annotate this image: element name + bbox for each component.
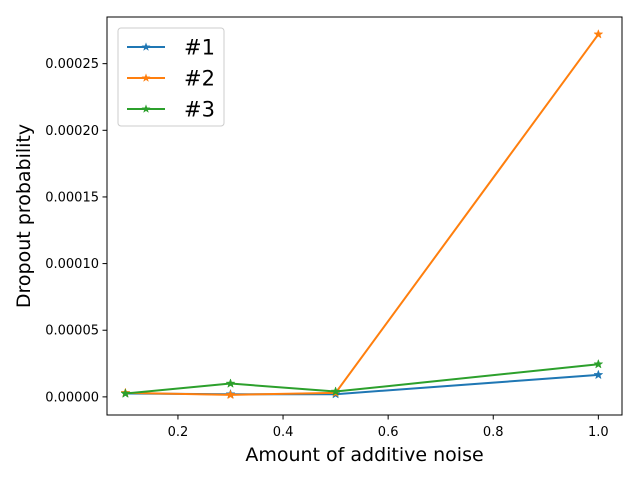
y-axis-title: Dropout probability	[13, 124, 35, 308]
data-point	[225, 389, 236, 400]
legend-marker	[141, 73, 151, 82]
x-tick-label: 0.2	[168, 425, 189, 440]
y-tick-label: 0.00000	[45, 390, 99, 405]
series-layer	[120, 28, 604, 400]
data-point	[120, 388, 131, 398]
x-tick-label: 0.8	[483, 425, 504, 440]
legend-label: #2	[184, 67, 215, 91]
legend: #1 #2 #3	[117, 27, 225, 127]
x-axis-title: Amount of additive noise	[245, 444, 483, 466]
legend-marker	[141, 104, 151, 113]
x-tick-label: 0.4	[273, 425, 294, 440]
y-tick-label: 0.00010	[45, 257, 99, 272]
y-tick-label: 0.00020	[45, 124, 99, 139]
series-line	[125, 33, 600, 396]
data-point	[593, 369, 604, 380]
legend-marker	[141, 42, 151, 51]
legend-entry: #2	[127, 67, 215, 91]
legend-label: #3	[184, 98, 215, 122]
y-tick-label: 0.00025	[45, 57, 99, 72]
series-line	[125, 363, 599, 395]
plot-frame	[106, 16, 623, 416]
y-tick-label: 0.00015	[45, 190, 99, 205]
legend-box	[117, 27, 225, 127]
series-3	[120, 358, 604, 398]
x-tick-label: 0.6	[378, 425, 399, 440]
data-point	[225, 378, 236, 388]
x-tick-label: 1.0	[588, 425, 609, 440]
y-axis: 0.00000 0.00005 0.00010 0.00015 0.00020 0.000…	[45, 57, 107, 405]
y-tick-label: 0.00005	[45, 324, 99, 339]
legend-label: #1	[184, 36, 215, 60]
legend-entry: #3	[127, 98, 215, 122]
data-point	[593, 358, 604, 369]
x-axis: 0.2 0.4 0.6 0.8 1.0	[168, 415, 609, 440]
legend-entry: #1	[127, 36, 215, 60]
data-point	[330, 386, 341, 396]
data-point	[593, 28, 604, 39]
